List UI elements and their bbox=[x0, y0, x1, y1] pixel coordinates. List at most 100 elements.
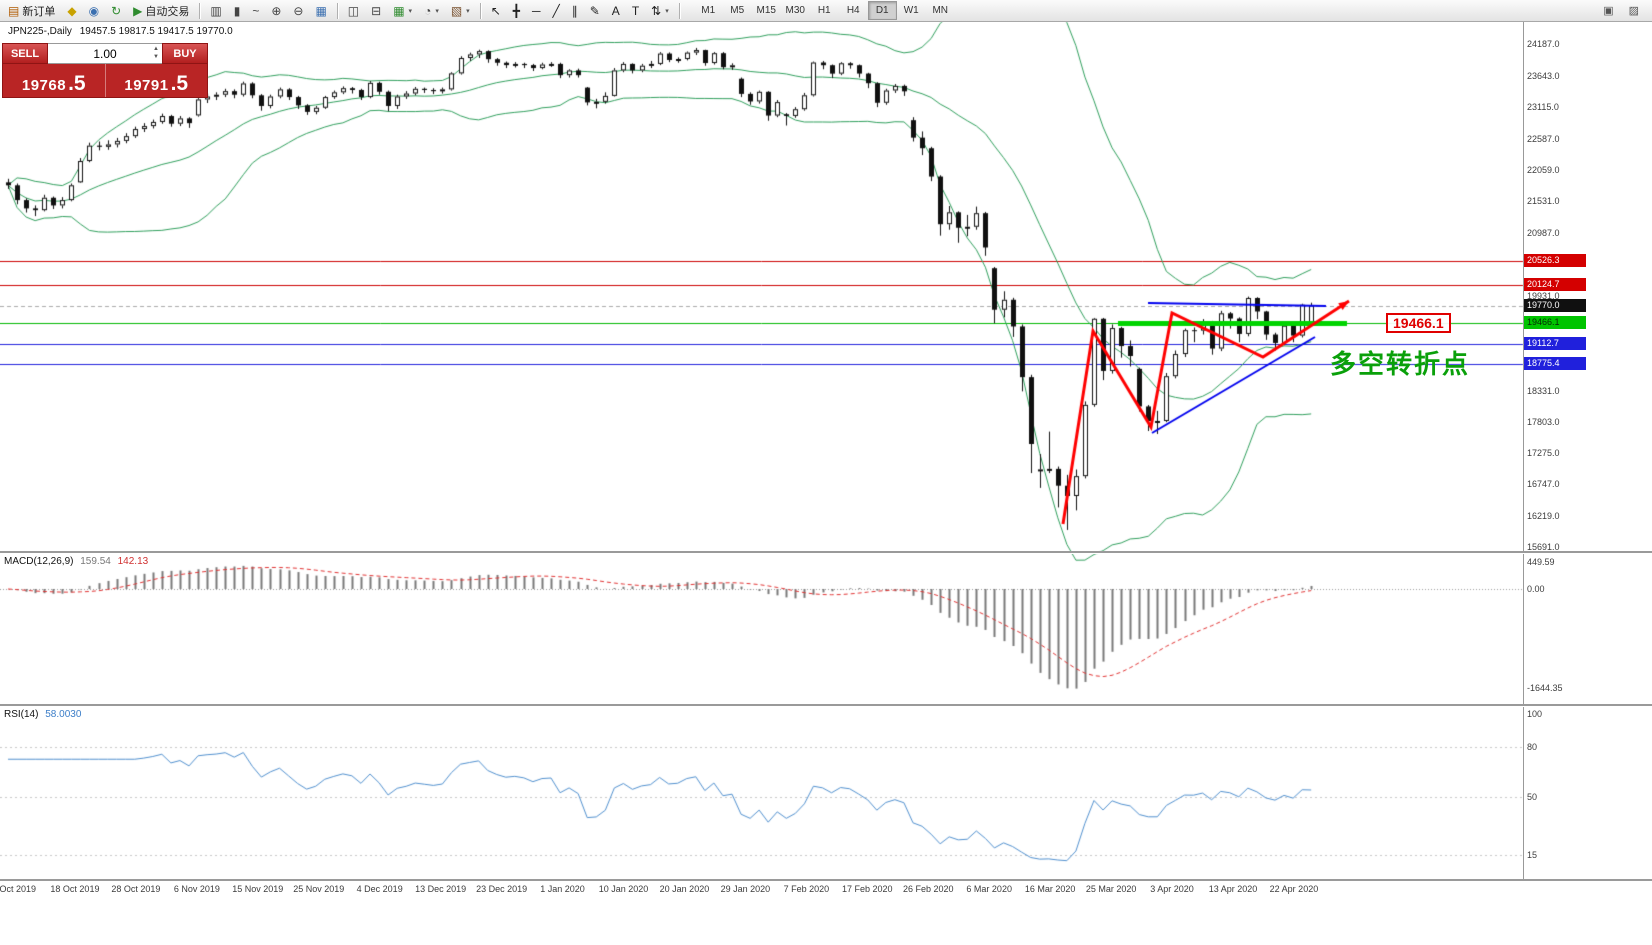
one-click-top-row: SELL 1.00 ▲ ▼ BUY bbox=[2, 43, 208, 64]
new-order-button[interactable]: ▤ 新订单 bbox=[3, 1, 60, 21]
volume-input[interactable]: 1.00 ▲ ▼ bbox=[48, 43, 162, 64]
toolbar-left-group: ▤ 新订单 ◆ ◉ ↻ ▶ 自动交易 ▥ ▮ ~ ⊕ ⊖ ▦ ◫ ⊟ ▦ ▾ ◔ ▾ ▧ ▾ ↖ ╋ ─ ╱ ∥ ✎ A T ⇅ ▾ bbox=[2, 1, 684, 21]
horizontal-line-icon[interactable]: ─ bbox=[527, 1, 546, 21]
text-icon: A bbox=[611, 3, 620, 18]
volume-down-icon[interactable]: ▼ bbox=[153, 53, 159, 60]
fibonacci-icon: ✎ bbox=[589, 3, 600, 18]
date-axis-separator bbox=[0, 879, 1652, 882]
autotrade-icon: ▶ bbox=[133, 3, 143, 18]
rsi-value: 58.0030 bbox=[45, 709, 82, 720]
arrows-tool-button[interactable]: ⇅ ▾ bbox=[646, 1, 674, 21]
macd-name: MACD(12,26,9) bbox=[4, 556, 74, 567]
zoom-in-icon[interactable]: ⊕ bbox=[266, 1, 286, 21]
zoom-out-icon[interactable]: ⊖ bbox=[288, 1, 308, 21]
cursor-icon: ↖ bbox=[490, 3, 501, 18]
sell-button[interactable]: SELL bbox=[2, 43, 48, 64]
buy-button[interactable]: BUY bbox=[162, 43, 208, 64]
toolbar-separator bbox=[199, 2, 201, 19]
panel-icon[interactable]: ▨ bbox=[1628, 5, 1639, 17]
refresh-icon[interactable]: ↻ bbox=[106, 1, 126, 21]
volume-value: 1.00 bbox=[93, 46, 117, 61]
symbols-icon[interactable]: ◆ bbox=[62, 1, 81, 21]
channel-icon: ∥ bbox=[571, 3, 578, 18]
price-annotation-label[interactable]: 19466.1 bbox=[1386, 313, 1451, 333]
periods-icon: ◔ bbox=[424, 3, 432, 18]
sell-price-decimal: .5 bbox=[68, 72, 86, 96]
macd-panel-separator[interactable] bbox=[0, 551, 1652, 554]
timeframe-group: M1 M5 M15 M30 H1 H4 D1 W1 MN bbox=[694, 1, 955, 20]
macd-signal-value: 142.13 bbox=[117, 556, 149, 567]
timeframe-h1[interactable]: H1 bbox=[817, 5, 831, 16]
text-icon[interactable]: A bbox=[607, 1, 625, 21]
templates-icon: ▧ bbox=[450, 3, 463, 18]
line-chart-icon: ~ bbox=[252, 3, 260, 18]
tile-windows-icon[interactable]: ◫ bbox=[343, 1, 364, 21]
line-chart-icon[interactable]: ~ bbox=[247, 1, 264, 21]
dropdown-arrow-icon: ▾ bbox=[435, 7, 439, 15]
cascade-windows-icon: ⊟ bbox=[371, 3, 382, 18]
timeframe-w1[interactable]: W1 bbox=[903, 5, 919, 16]
bar-chart-icon[interactable]: ▥ bbox=[205, 1, 226, 21]
label-icon: T bbox=[631, 3, 640, 18]
macd-label: MACD(12,26,9) 159.54 142.13 bbox=[4, 556, 148, 567]
new-order-icon: ▤ bbox=[8, 3, 20, 18]
dropdown-arrow-icon: ▾ bbox=[408, 7, 413, 15]
price-axis-divider bbox=[1523, 22, 1524, 880]
autotrade-button[interactable]: ▶ 自动交易 bbox=[128, 1, 194, 21]
grid-icon: ▦ bbox=[315, 3, 327, 18]
dropdown-arrow-icon: ▾ bbox=[665, 7, 669, 15]
timeframe-d1[interactable]: D1 bbox=[867, 1, 897, 20]
arrows-tool-icon: ⇅ bbox=[651, 3, 662, 18]
volume-up-icon[interactable]: ▲ bbox=[153, 46, 159, 52]
fibonacci-icon[interactable]: ✎ bbox=[585, 1, 605, 21]
periods-button[interactable]: ◔ ▾ bbox=[419, 1, 444, 21]
symbols-icon: ◆ bbox=[67, 3, 77, 18]
volume-spinner: ▲ ▼ bbox=[153, 46, 159, 61]
window-icon[interactable]: ▣ bbox=[1603, 5, 1614, 17]
buy-price-main: 19791 bbox=[124, 77, 169, 94]
label-icon[interactable]: T bbox=[627, 1, 644, 21]
refresh-icon: ↻ bbox=[111, 3, 122, 18]
chart-title: JPN225-,Daily 19457.5 19817.5 19417.5 19… bbox=[8, 26, 233, 37]
zoom-in-icon: ⊕ bbox=[271, 3, 282, 18]
cascade-windows-icon[interactable]: ⊟ bbox=[366, 1, 386, 21]
timeframe-mn[interactable]: MN bbox=[932, 5, 949, 16]
sell-price-main: 19768 bbox=[21, 77, 67, 94]
rsi-label: RSI(14) 58.0030 bbox=[4, 709, 81, 720]
symbol-period-label: JPN225-,Daily bbox=[8, 26, 72, 37]
macd-main-value: 159.54 bbox=[80, 556, 111, 567]
templates-button[interactable]: ▧ ▾ bbox=[446, 1, 475, 21]
trendline-icon[interactable]: ╱ bbox=[548, 1, 565, 21]
new-chart-button[interactable]: ▦ ▾ bbox=[388, 1, 417, 21]
rsi-name: RSI(14) bbox=[4, 709, 39, 720]
accounts-icon[interactable]: ◉ bbox=[84, 1, 104, 21]
rsi-panel-separator[interactable] bbox=[0, 704, 1652, 707]
timeframe-m30[interactable]: M30 bbox=[785, 5, 805, 16]
ohlc-values: 19457.5 19817.5 19417.5 19770.0 bbox=[79, 26, 233, 37]
toolbar-separator bbox=[336, 2, 338, 19]
one-click-trading-panel: SELL 1.00 ▲ ▼ BUY 19768 .5 19791 .5 bbox=[2, 43, 208, 98]
new-order-button-label: 新订单 bbox=[22, 5, 56, 18]
buy-price[interactable]: 19791 .5 bbox=[104, 64, 208, 97]
horizontal-line-icon: ─ bbox=[531, 3, 541, 18]
trend-note-text: 多空转折点 bbox=[1330, 349, 1471, 379]
cursor-icon[interactable]: ↖ bbox=[486, 1, 506, 21]
zoom-out-icon: ⊖ bbox=[293, 3, 304, 18]
candle-chart-icon: ▮ bbox=[233, 3, 241, 18]
grid-icon[interactable]: ▦ bbox=[310, 1, 331, 21]
toolbar: ▤ 新订单 ◆ ◉ ↻ ▶ 自动交易 ▥ ▮ ~ ⊕ ⊖ ▦ ◫ ⊟ ▦ ▾ ◔ ▾ ▧ ▾ ↖ ╋ ─ ╱ ∥ ✎ A T ⇅ ▾ M1 M… bbox=[0, 0, 1652, 22]
channel-icon[interactable]: ∥ bbox=[567, 1, 583, 21]
tile-windows-icon: ◫ bbox=[347, 3, 360, 18]
candle-chart-icon[interactable]: ▮ bbox=[229, 1, 246, 21]
crosshair-icon[interactable]: ╋ bbox=[508, 1, 525, 21]
timeframe-m1[interactable]: M1 bbox=[701, 5, 716, 16]
timeframe-m5[interactable]: M5 bbox=[730, 5, 745, 16]
dropdown-arrow-icon: ▾ bbox=[466, 7, 470, 15]
sell-price[interactable]: 19768 .5 bbox=[3, 64, 105, 97]
timeframe-m15[interactable]: M15 bbox=[756, 5, 776, 16]
toolbar-separator bbox=[479, 2, 481, 19]
buy-price-decimal: .5 bbox=[170, 72, 189, 96]
trendline-icon: ╱ bbox=[552, 3, 560, 18]
timeframe-h4[interactable]: H4 bbox=[846, 5, 860, 16]
